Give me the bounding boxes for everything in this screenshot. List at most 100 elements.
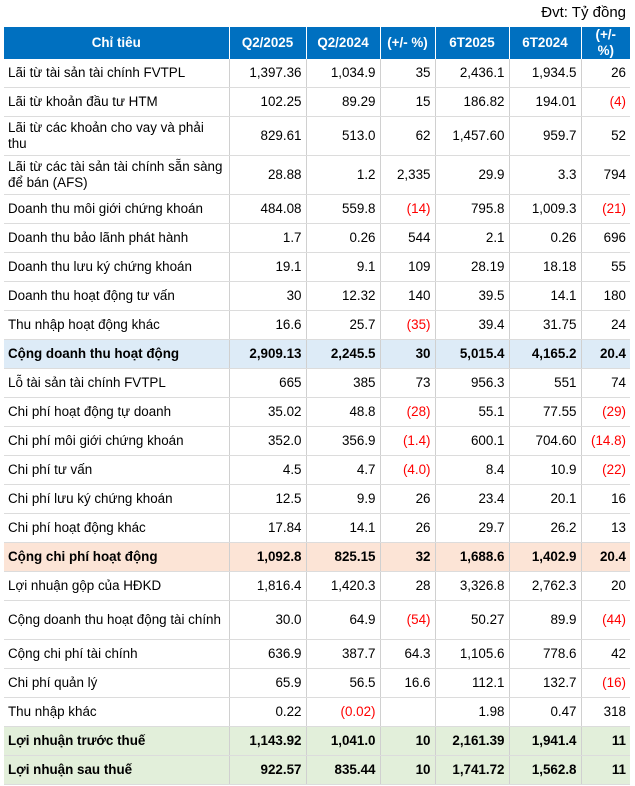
column-header-6t2025: 6T2025: [435, 27, 510, 59]
6t2025-value: 28.19: [435, 252, 510, 282]
quarter-change-value: 32: [380, 542, 436, 572]
row-label: Cộng doanh thu hoạt động tài chính: [4, 600, 230, 640]
q2-2024-value: 1,041.0: [306, 726, 381, 756]
header-row: Chỉ tiêu Q2/2025 Q2/2024 (+/- %) 6T2025 …: [4, 27, 630, 59]
q2-2025-value: 102.25: [229, 87, 307, 117]
q2-2024-value: 9.9: [306, 484, 381, 514]
half-year-change-value: (44): [581, 600, 630, 640]
q2-2025-value: 12.5: [229, 484, 307, 514]
q2-2025-value: 484.08: [229, 194, 307, 224]
table-row: Lãi từ tài sản tài chính FVTPL 1,397.36 1,…: [4, 59, 630, 88]
column-header-indicator: Chỉ tiêu: [4, 27, 230, 59]
row-label: Thu nhập hoạt động khác: [4, 310, 230, 340]
quarter-change-value: 28: [380, 571, 436, 601]
table-row: Lãi từ khoản đầu tư HTM 102.25 89.29 15 186.…: [4, 87, 630, 117]
q2-2024-value: 825.15: [306, 542, 381, 572]
6t2024-value: 3.3: [509, 155, 582, 195]
table-row: Doanh thu môi giới chứng khoán 484.08 559.…: [4, 194, 630, 224]
q2-2024-value: 356.9: [306, 426, 381, 456]
row-label: Lợi nhuận gộp của HĐKD: [4, 571, 230, 601]
6t2025-value: 795.8: [435, 194, 510, 224]
quarter-change-value: (28): [380, 397, 436, 427]
table-row: Chi phí hoạt động tự doanh 35.02 48.8 (28) 5…: [4, 397, 630, 427]
half-year-change-value: 16: [581, 484, 630, 514]
row-label: Cộng doanh thu hoạt động: [4, 339, 230, 369]
q2-2025-value: 665: [229, 368, 307, 398]
quarter-change-value: 16.6: [380, 668, 436, 698]
half-year-change-value: 74: [581, 368, 630, 398]
6t2025-value: 39.5: [435, 281, 510, 311]
half-year-change-value: (14.8): [581, 426, 630, 456]
q2-2025-value: 352.0: [229, 426, 307, 456]
q2-2025-value: 16.6: [229, 310, 307, 340]
quarter-change-value: 15: [380, 87, 436, 117]
table-row: Cộng doanh thu hoạt động tài chính 30.0 64…: [4, 600, 630, 640]
row-label: Doanh thu bảo lãnh phát hành: [4, 223, 230, 253]
6t2025-value: 1.98: [435, 697, 510, 727]
table-row: Lợi nhuận gộp của HĐKD 1,816.4 1,420.3 28 3,…: [4, 571, 630, 601]
6t2025-value: 5,015.4: [435, 339, 510, 369]
q2-2025-value: 1,143.92: [229, 726, 307, 756]
quarter-change-value: 10: [380, 726, 436, 756]
row-label: Lãi từ các tài sản tài chính sẵn sàng để…: [4, 155, 230, 195]
6t2024-value: 4,165.2: [509, 339, 582, 369]
quarter-change-value: 26: [380, 484, 436, 514]
6t2024-value: 2,762.3: [509, 571, 582, 601]
table-row: Doanh thu bảo lãnh phát hành 1.7 0.26 544 2.…: [4, 223, 630, 253]
row-label: Chi phí hoạt động tự doanh: [4, 397, 230, 427]
6t2025-value: 1,105.6: [435, 639, 510, 669]
6t2025-value: 2.1: [435, 223, 510, 253]
table-row: Chi phí quản lý 65.9 56.5 16.6 112.1 132.7 (16…: [4, 668, 630, 698]
row-label: Lợi nhuận trước thuế: [4, 726, 230, 756]
row-label: Chi phí môi giới chứng khoán: [4, 426, 230, 456]
6t2025-value: 23.4: [435, 484, 510, 514]
q2-2024-value: 513.0: [306, 116, 381, 156]
6t2024-value: 1,009.3: [509, 194, 582, 224]
q2-2025-value: 922.57: [229, 755, 307, 785]
quarter-change-value: (35): [380, 310, 436, 340]
6t2024-value: 1,402.9: [509, 542, 582, 572]
q2-2024-value: 89.29: [306, 87, 381, 117]
row-label: Doanh thu lưu ký chứng khoán: [4, 252, 230, 282]
row-label: Thu nhập khác: [4, 697, 230, 727]
quarter-change-value: 64.3: [380, 639, 436, 669]
q2-2024-value: 56.5: [306, 668, 381, 698]
quarter-change-value: 2,335: [380, 155, 436, 195]
q2-2025-value: 30.0: [229, 600, 307, 640]
q2-2024-value: 559.8: [306, 194, 381, 224]
q2-2024-value: 0.26: [306, 223, 381, 253]
half-year-change-value: 13: [581, 513, 630, 543]
6t2025-value: 1,688.6: [435, 542, 510, 572]
half-year-change-value: 42: [581, 639, 630, 669]
column-header-quarter-change: (+/- %): [380, 27, 436, 59]
q2-2024-value: 1,420.3: [306, 571, 381, 601]
quarter-change-value: 26: [380, 513, 436, 543]
half-year-change-value: 318: [581, 697, 630, 727]
table-row: Lỗ tài sản tài chính FVTPL 665 385 73 956.3 5…: [4, 368, 630, 398]
q2-2024-value: 25.7: [306, 310, 381, 340]
half-year-change-value: 11: [581, 726, 630, 756]
row-label: Doanh thu môi giới chứng khoán: [4, 194, 230, 224]
6t2025-value: 29.7: [435, 513, 510, 543]
table-row: Doanh thu hoạt động tư vấn 30 12.32 140 39.5…: [4, 281, 630, 311]
q2-2024-value: 9.1: [306, 252, 381, 282]
6t2025-value: 55.1: [435, 397, 510, 427]
table-row: Chi phí hoạt động khác 17.84 14.1 26 29.7 26.…: [4, 513, 630, 543]
half-year-change-value: 20.4: [581, 339, 630, 369]
6t2024-value: 778.6: [509, 639, 582, 669]
6t2025-value: 2,161.39: [435, 726, 510, 756]
q2-2025-value: 17.84: [229, 513, 307, 543]
half-year-change-value: 11: [581, 755, 630, 785]
6t2025-value: 2,436.1: [435, 59, 510, 88]
quarter-change-value: 109: [380, 252, 436, 282]
6t2024-value: 89.9: [509, 600, 582, 640]
quarter-change-value: 10: [380, 755, 436, 785]
6t2024-value: 10.9: [509, 455, 582, 485]
table-row: Doanh thu lưu ký chứng khoán 19.1 9.1 109 28…: [4, 252, 630, 282]
6t2024-value: 132.7: [509, 668, 582, 698]
row-label: Doanh thu hoạt động tư vấn: [4, 281, 230, 311]
quarter-change-value: (14): [380, 194, 436, 224]
q2-2025-value: 636.9: [229, 639, 307, 669]
q2-2025-value: 829.61: [229, 116, 307, 156]
q2-2025-value: 1,092.8: [229, 542, 307, 572]
